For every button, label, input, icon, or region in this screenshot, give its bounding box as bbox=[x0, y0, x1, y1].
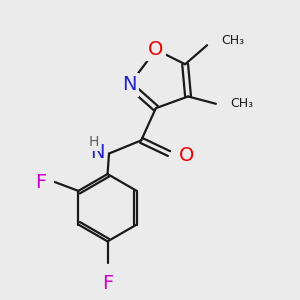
Text: O: O bbox=[148, 40, 164, 59]
Text: H: H bbox=[88, 135, 99, 149]
Text: N: N bbox=[90, 143, 105, 162]
Text: CH₃: CH₃ bbox=[222, 34, 245, 47]
Text: F: F bbox=[102, 274, 113, 292]
Text: F: F bbox=[35, 172, 46, 192]
Text: O: O bbox=[179, 146, 195, 164]
Text: CH₃: CH₃ bbox=[230, 97, 254, 110]
Text: N: N bbox=[122, 75, 137, 94]
